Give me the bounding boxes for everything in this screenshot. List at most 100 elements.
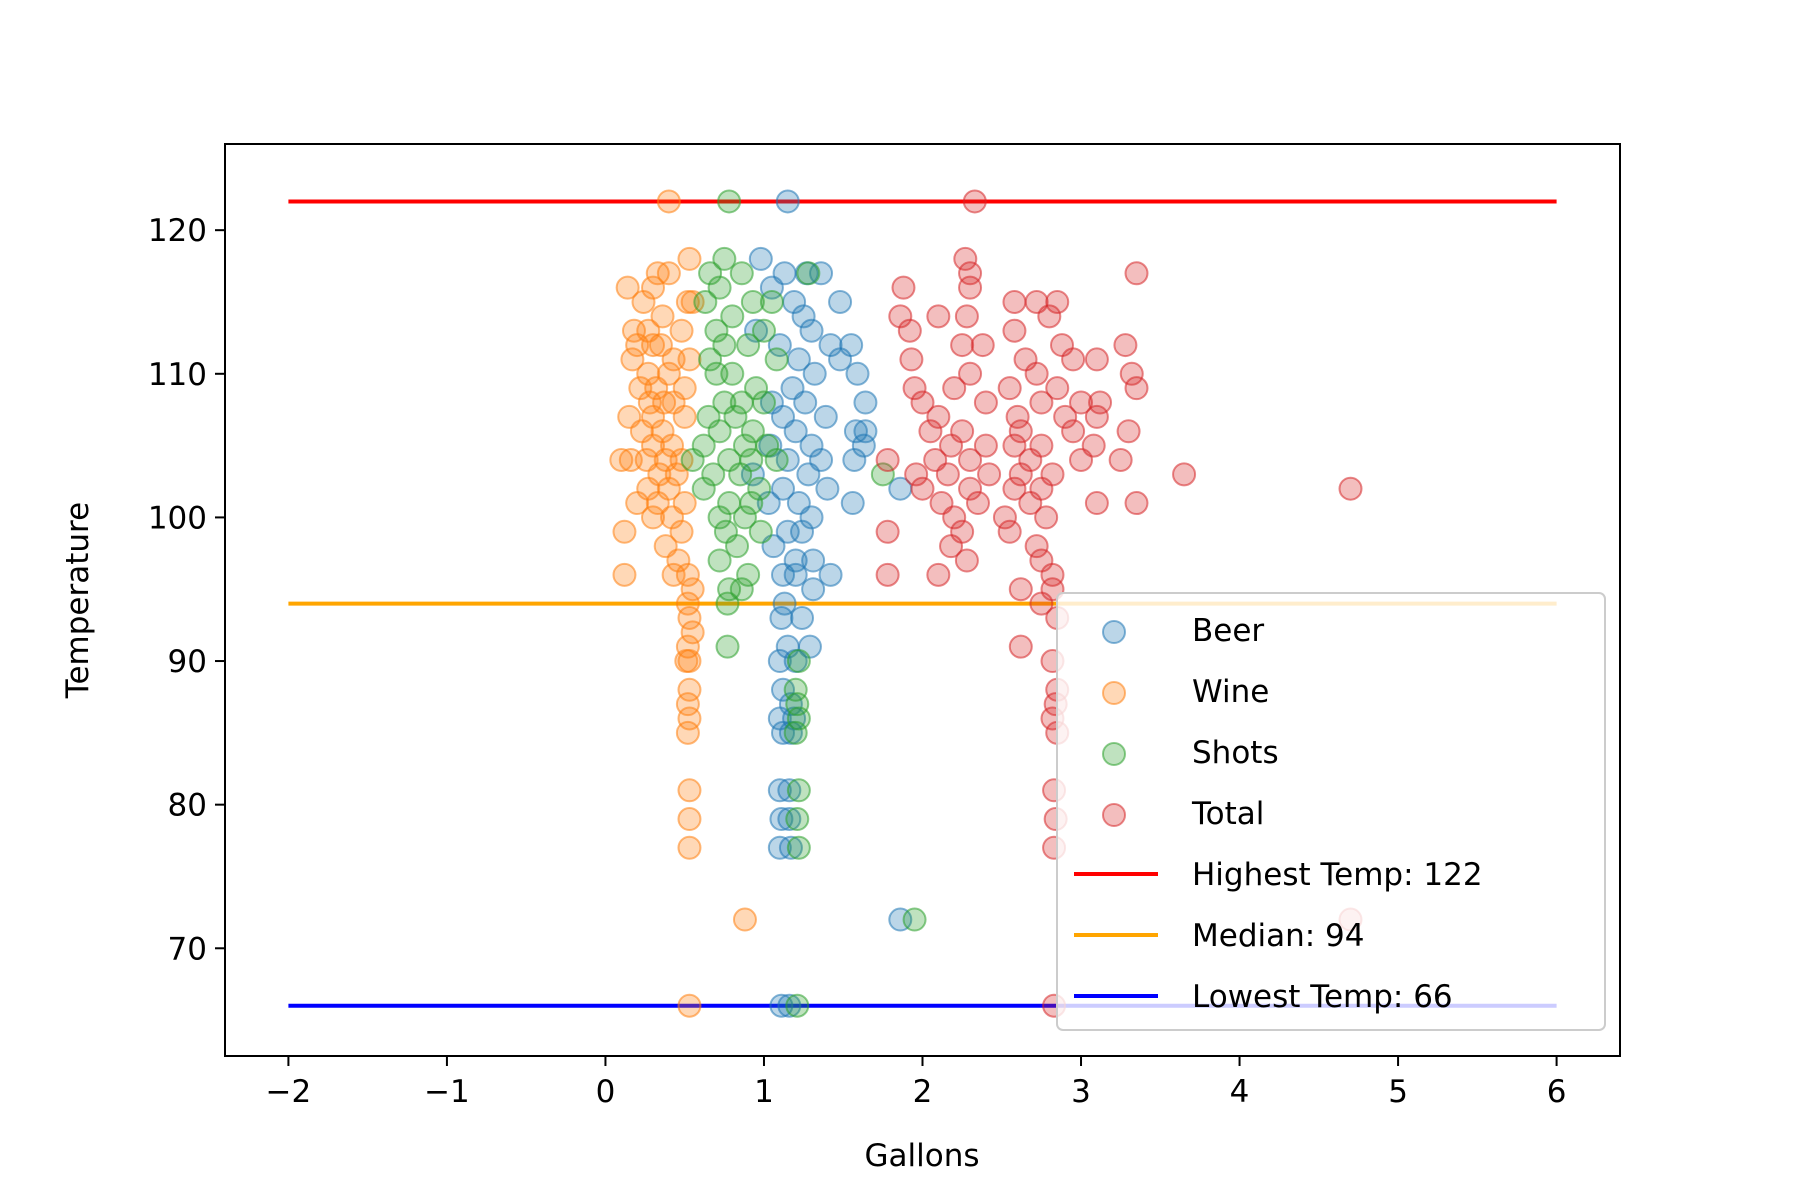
data-point: [954, 304, 979, 329]
data-point: [843, 419, 868, 444]
data-point: [1061, 419, 1086, 444]
legend-marker: [1102, 681, 1126, 705]
data-point: [840, 491, 865, 516]
data-point: [926, 304, 951, 329]
data-point: [1002, 433, 1027, 458]
data-point: [693, 289, 718, 314]
data-point: [939, 534, 964, 559]
data-point: [769, 605, 794, 630]
data-point: [777, 778, 802, 803]
data-point: [677, 246, 702, 271]
data-point: [736, 562, 761, 587]
data-point: [707, 505, 732, 530]
legend-box: [1056, 592, 1606, 1031]
data-point: [704, 361, 729, 386]
data-point: [1119, 361, 1144, 386]
data-point: [973, 390, 998, 415]
data-point: [783, 562, 808, 587]
data-point: [904, 462, 929, 487]
legend: Beer Wine Shots Total Highest Temp: 122 Media…: [1056, 592, 1606, 1031]
x-tick-label: 5: [1388, 1074, 1408, 1110]
data-point: [942, 505, 967, 530]
data-point: [796, 261, 821, 286]
data-point: [926, 562, 951, 587]
series-wine: [609, 189, 757, 1018]
data-point: [897, 318, 922, 343]
data-point: [1002, 318, 1027, 343]
data-point: [1045, 289, 1070, 314]
data-point: [875, 519, 900, 544]
data-point: [744, 376, 769, 401]
data-point: [953, 246, 978, 271]
data-point: [664, 462, 689, 487]
data-point: [813, 404, 838, 429]
data-point: [767, 778, 792, 803]
data-point: [958, 361, 983, 386]
data-point: [675, 720, 700, 745]
data-point: [1053, 404, 1078, 429]
data-point: [1005, 404, 1030, 429]
data-point: [796, 462, 821, 487]
data-point: [704, 318, 729, 343]
data-point: [744, 318, 769, 343]
x-tick-label: 3: [1071, 1074, 1091, 1110]
data-point: [1124, 376, 1149, 401]
data-point: [739, 491, 764, 516]
data-point: [958, 275, 983, 300]
data-point: [618, 447, 643, 472]
data-point: [783, 419, 808, 444]
data-point: [791, 304, 816, 329]
data-point: [891, 275, 916, 300]
data-point: [620, 347, 645, 372]
data-point: [631, 289, 656, 314]
data-point: [1008, 634, 1033, 659]
data-point: [1045, 376, 1070, 401]
data-point: [612, 519, 637, 544]
data-point: [725, 534, 750, 559]
data-point: [656, 261, 681, 286]
data-point: [970, 333, 995, 358]
data-point: [783, 720, 808, 745]
data-point: [939, 433, 964, 458]
x-tick-label: 6: [1547, 1074, 1567, 1110]
data-point: [790, 605, 815, 630]
data-point: [680, 289, 705, 314]
x-axis-ticks: −2 −1 0 1 2 3 4 5 6: [266, 1056, 1567, 1110]
legend-label: Highest Temp: 122: [1192, 857, 1483, 893]
data-point: [717, 189, 742, 214]
data-point: [997, 376, 1022, 401]
data-point: [740, 289, 765, 314]
data-point: [1069, 447, 1094, 472]
series-shots: [680, 189, 927, 1018]
data-point: [748, 519, 773, 544]
data-point: [747, 476, 772, 501]
data-point: [902, 376, 927, 401]
data-point: [801, 577, 826, 602]
data-point: [1124, 261, 1149, 286]
data-point: [973, 433, 998, 458]
data-point: [748, 246, 773, 271]
data-point: [1024, 361, 1049, 386]
data-point: [707, 419, 732, 444]
y-tick-label: 90: [168, 644, 207, 680]
data-point: [720, 304, 745, 329]
data-point: [1113, 333, 1138, 358]
data-point: [707, 548, 732, 573]
data-point: [1002, 476, 1027, 501]
data-point: [1172, 462, 1197, 487]
data-point: [775, 189, 800, 214]
data-point: [772, 591, 797, 616]
y-tick-label: 70: [168, 931, 207, 967]
data-point: [715, 634, 740, 659]
data-point: [777, 807, 802, 832]
data-point: [669, 519, 694, 544]
data-point: [1018, 491, 1043, 516]
y-axis-ticks: 70 80 90 100 110 120: [148, 213, 225, 967]
legend-label: Shots: [1192, 735, 1279, 771]
data-point: [715, 591, 740, 616]
data-point: [845, 361, 870, 386]
legend-label: Beer: [1192, 613, 1264, 649]
data-point: [870, 462, 895, 487]
data-point: [669, 318, 694, 343]
